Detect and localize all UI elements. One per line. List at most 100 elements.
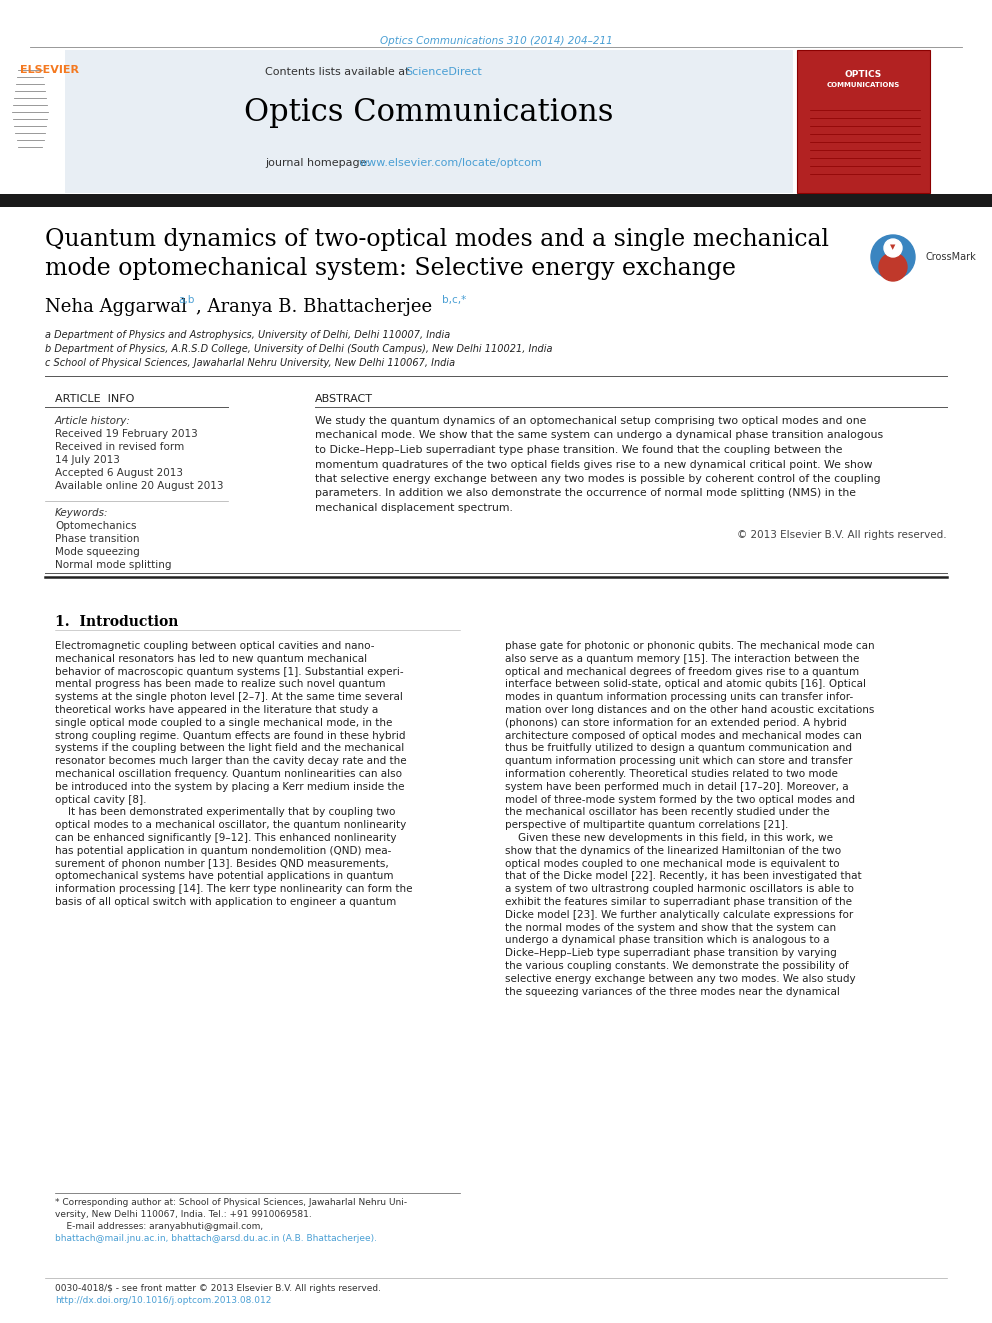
Text: the normal modes of the system and show that the system can: the normal modes of the system and show … — [505, 922, 836, 933]
Text: mechanical displacement spectrum.: mechanical displacement spectrum. — [315, 503, 513, 513]
Text: Optomechanics: Optomechanics — [55, 521, 137, 531]
Text: selective energy exchange between any two modes. We also study: selective energy exchange between any tw… — [505, 974, 856, 984]
Text: that of the Dicke model [22]. Recently, it has been investigated that: that of the Dicke model [22]. Recently, … — [505, 872, 862, 881]
Bar — [797, 50, 930, 193]
Text: exhibit the features similar to superradiant phase transition of the: exhibit the features similar to superrad… — [505, 897, 852, 908]
Text: journal homepage:: journal homepage: — [265, 157, 374, 168]
Text: surement of phonon number [13]. Besides QND measurements,: surement of phonon number [13]. Besides … — [55, 859, 389, 869]
Text: ▼: ▼ — [890, 243, 896, 250]
Text: COMMUNICATIONS: COMMUNICATIONS — [826, 82, 900, 89]
Text: information processing [14]. The kerr type nonlinearity can form the: information processing [14]. The kerr ty… — [55, 884, 413, 894]
Text: E-mail addresses: aranyabhuti@gmail.com,: E-mail addresses: aranyabhuti@gmail.com, — [55, 1222, 263, 1230]
Text: Optics Communications: Optics Communications — [244, 97, 614, 128]
Text: Received in revised form: Received in revised form — [55, 442, 185, 452]
Text: the mechanical oscillator has been recently studied under the: the mechanical oscillator has been recen… — [505, 807, 829, 818]
Text: It has been demonstrated experimentally that by coupling two: It has been demonstrated experimentally … — [55, 807, 396, 818]
Text: 1.  Introduction: 1. Introduction — [55, 615, 179, 628]
Text: resonator becomes much larger than the cavity decay rate and the: resonator becomes much larger than the c… — [55, 757, 407, 766]
Text: thus be fruitfully utilized to design a quantum communication and: thus be fruitfully utilized to design a … — [505, 744, 852, 753]
Text: strong coupling regime. Quantum effects are found in these hybrid: strong coupling regime. Quantum effects … — [55, 730, 406, 741]
Text: optomechanical systems have potential applications in quantum: optomechanical systems have potential ap… — [55, 872, 394, 881]
Text: architecture composed of optical modes and mechanical modes can: architecture composed of optical modes a… — [505, 730, 862, 741]
Circle shape — [879, 253, 907, 280]
Text: * Corresponding author at: School of Physical Sciences, Jawaharlal Nehru Uni-: * Corresponding author at: School of Phy… — [55, 1199, 407, 1207]
Bar — [65, 50, 793, 193]
Text: versity, New Delhi 110067, India. Tel.: +91 9910069581.: versity, New Delhi 110067, India. Tel.: … — [55, 1211, 311, 1218]
Text: © 2013 Elsevier B.V. All rights reserved.: © 2013 Elsevier B.V. All rights reserved… — [737, 531, 947, 540]
Text: quantum information processing unit which can store and transfer: quantum information processing unit whic… — [505, 757, 852, 766]
Text: modes in quantum information processing units can transfer infor-: modes in quantum information processing … — [505, 692, 853, 703]
Text: 14 July 2013: 14 July 2013 — [55, 455, 120, 464]
Text: be introduced into the system by placing a Kerr medium inside the: be introduced into the system by placing… — [55, 782, 405, 791]
Text: a,b: a,b — [178, 295, 194, 306]
Text: 0030-4018/$ - see front matter © 2013 Elsevier B.V. All rights reserved.: 0030-4018/$ - see front matter © 2013 El… — [55, 1285, 381, 1293]
Text: ABSTRACT: ABSTRACT — [315, 394, 373, 404]
Text: ScienceDirect: ScienceDirect — [405, 67, 482, 77]
Text: Available online 20 August 2013: Available online 20 August 2013 — [55, 482, 223, 491]
Text: basis of all optical switch with application to engineer a quantum: basis of all optical switch with applica… — [55, 897, 396, 908]
Text: parameters. In addition we also demonstrate the occurrence of normal mode splitt: parameters. In addition we also demonstr… — [315, 488, 856, 499]
Text: mation over long distances and on the other hand acoustic excitations: mation over long distances and on the ot… — [505, 705, 874, 714]
Text: to Dicke–Hepp–Lieb superradiant type phase transition. We found that the couplin: to Dicke–Hepp–Lieb superradiant type pha… — [315, 445, 842, 455]
Text: optical and mechanical degrees of freedom gives rise to a quantum: optical and mechanical degrees of freedo… — [505, 667, 859, 676]
Text: b,c,*: b,c,* — [442, 295, 466, 306]
Text: Contents lists available at: Contents lists available at — [265, 67, 413, 77]
Text: Optics Communications 310 (2014) 204–211: Optics Communications 310 (2014) 204–211 — [380, 36, 612, 46]
Text: Neha Aggarwal: Neha Aggarwal — [45, 298, 187, 316]
Text: single optical mode coupled to a single mechanical mode, in the: single optical mode coupled to a single … — [55, 718, 393, 728]
Circle shape — [871, 235, 915, 279]
Text: a Department of Physics and Astrophysics, University of Delhi, Delhi 110007, Ind: a Department of Physics and Astrophysics… — [45, 329, 450, 340]
Text: ARTICLE  INFO: ARTICLE INFO — [55, 394, 134, 404]
Text: b Department of Physics, A.R.S.D College, University of Delhi (South Campus), Ne: b Department of Physics, A.R.S.D College… — [45, 344, 553, 355]
Text: theoretical works have appeared in the literature that study a: theoretical works have appeared in the l… — [55, 705, 378, 714]
Text: Keywords:: Keywords: — [55, 508, 108, 519]
Text: model of three-mode system formed by the two optical modes and: model of three-mode system formed by the… — [505, 795, 855, 804]
Text: system have been performed much in detail [17–20]. Moreover, a: system have been performed much in detai… — [505, 782, 848, 791]
Text: Dicke model [23]. We further analytically calculate expressions for: Dicke model [23]. We further analyticall… — [505, 910, 853, 919]
Text: optical cavity [8].: optical cavity [8]. — [55, 795, 147, 804]
Text: www.elsevier.com/locate/optcom: www.elsevier.com/locate/optcom — [359, 157, 543, 168]
Text: behavior of macroscopic quantum systems [1]. Substantial experi-: behavior of macroscopic quantum systems … — [55, 667, 404, 676]
Text: Article history:: Article history: — [55, 415, 131, 426]
Text: systems if the coupling between the light field and the mechanical: systems if the coupling between the ligh… — [55, 744, 405, 753]
Text: mechanical oscillation frequency. Quantum nonlinearities can also: mechanical oscillation frequency. Quantu… — [55, 769, 402, 779]
Text: OPTICS: OPTICS — [844, 70, 882, 79]
Text: the squeezing variances of the three modes near the dynamical: the squeezing variances of the three mod… — [505, 987, 840, 996]
Text: http://dx.doi.org/10.1016/j.optcom.2013.08.012: http://dx.doi.org/10.1016/j.optcom.2013.… — [55, 1297, 272, 1304]
Text: interface between solid-state, optical and atomic qubits [16]. Optical: interface between solid-state, optical a… — [505, 680, 866, 689]
Text: optical modes coupled to one mechanical mode is equivalent to: optical modes coupled to one mechanical … — [505, 859, 839, 869]
Text: We study the quantum dynamics of an optomechanical setup comprising two optical : We study the quantum dynamics of an opto… — [315, 415, 866, 426]
Text: a system of two ultrastrong coupled harmonic oscillators is able to: a system of two ultrastrong coupled harm… — [505, 884, 854, 894]
Text: c School of Physical Sciences, Jawaharlal Nehru University, New Delhi 110067, In: c School of Physical Sciences, Jawaharla… — [45, 359, 455, 368]
Text: (phonons) can store information for an extended period. A hybrid: (phonons) can store information for an e… — [505, 718, 847, 728]
Text: Accepted 6 August 2013: Accepted 6 August 2013 — [55, 468, 183, 478]
Text: Mode squeezing: Mode squeezing — [55, 546, 140, 557]
Text: mode optomechanical system: Selective energy exchange: mode optomechanical system: Selective en… — [45, 257, 736, 280]
Text: information coherently. Theoretical studies related to two mode: information coherently. Theoretical stud… — [505, 769, 838, 779]
Text: perspective of multipartite quantum correlations [21].: perspective of multipartite quantum corr… — [505, 820, 789, 831]
Text: can be enhanced significantly [9–12]. This enhanced nonlinearity: can be enhanced significantly [9–12]. Th… — [55, 833, 397, 843]
Text: show that the dynamics of the linearized Hamiltonian of the two: show that the dynamics of the linearized… — [505, 845, 841, 856]
Text: Quantum dynamics of two-optical modes and a single mechanical: Quantum dynamics of two-optical modes an… — [45, 228, 829, 251]
Text: Normal mode splitting: Normal mode splitting — [55, 560, 172, 570]
Text: that selective energy exchange between any two modes is possible by coherent con: that selective energy exchange between a… — [315, 474, 881, 484]
Text: CrossMark: CrossMark — [925, 251, 976, 262]
Text: Received 19 February 2013: Received 19 February 2013 — [55, 429, 197, 439]
Text: Dicke–Hepp–Lieb type superradiant phase transition by varying: Dicke–Hepp–Lieb type superradiant phase … — [505, 949, 836, 958]
Text: systems at the single photon level [2–7]. At the same time several: systems at the single photon level [2–7]… — [55, 692, 403, 703]
Text: also serve as a quantum memory [15]. The interaction between the: also serve as a quantum memory [15]. The… — [505, 654, 859, 664]
Text: bhattach@mail.jnu.ac.in, bhattach@arsd.du.ac.in (A.B. Bhattacherjee).: bhattach@mail.jnu.ac.in, bhattach@arsd.d… — [55, 1234, 377, 1244]
Text: Phase transition: Phase transition — [55, 534, 140, 544]
Text: mental progress has been made to realize such novel quantum: mental progress has been made to realize… — [55, 680, 386, 689]
Text: mechanical mode. We show that the same system can undergo a dynamical phase tran: mechanical mode. We show that the same s… — [315, 430, 883, 441]
Text: mechanical resonators has led to new quantum mechanical: mechanical resonators has led to new qua… — [55, 654, 367, 664]
Text: Electromagnetic coupling between optical cavities and nano-: Electromagnetic coupling between optical… — [55, 642, 375, 651]
Text: Given these new developments in this field, in this work, we: Given these new developments in this fie… — [505, 833, 833, 843]
Text: phase gate for photonic or phononic qubits. The mechanical mode can: phase gate for photonic or phononic qubi… — [505, 642, 875, 651]
Bar — [0, 194, 992, 206]
Circle shape — [884, 239, 902, 257]
Text: optical modes to a mechanical oscillator, the quantum nonlinearity: optical modes to a mechanical oscillator… — [55, 820, 407, 831]
Text: ELSEVIER: ELSEVIER — [20, 65, 79, 75]
Text: the various coupling constants. We demonstrate the possibility of: the various coupling constants. We demon… — [505, 960, 848, 971]
Text: momentum quadratures of the two optical fields gives rise to a new dynamical cri: momentum quadratures of the two optical … — [315, 459, 873, 470]
